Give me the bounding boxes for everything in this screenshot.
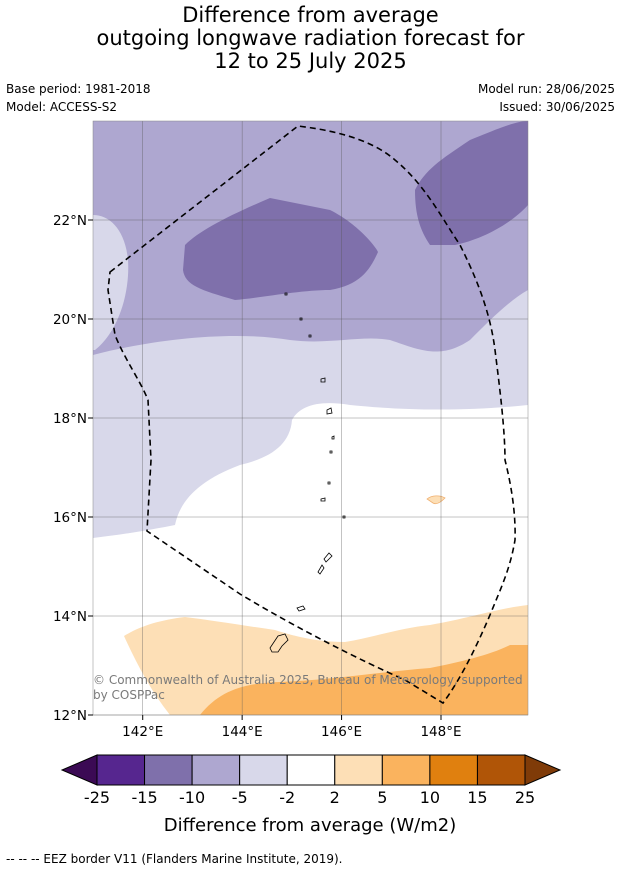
- colorbar-tick-label: 25: [515, 788, 535, 807]
- y-tick-label: 16°N: [53, 510, 87, 526]
- x-tick-label: 148°E: [420, 724, 461, 740]
- colorbar-segment: [476, 754, 526, 786]
- model-name: Model: ACCESS-S2: [6, 100, 118, 114]
- island-tinian: [317, 564, 325, 575]
- colorbar-tick-label: 5: [377, 788, 387, 807]
- chart-title-line-1: Difference from average: [182, 3, 439, 27]
- chart-title: Difference from average outgoing longwav…: [0, 4, 621, 73]
- chart-title-line-2: outgoing longwave radiation forecast for: [96, 26, 525, 50]
- island-saipan: [323, 552, 333, 563]
- y-tick-label: 18°N: [53, 411, 87, 427]
- colorbar-segment: [239, 754, 288, 786]
- island-guguan: [327, 481, 331, 485]
- colorbar-label: Difference from average (W/m2): [164, 815, 456, 836]
- colorbar-tick-label: -5: [232, 788, 248, 807]
- island-anatahan: [320, 497, 326, 502]
- colorbar-tick-label: -2: [279, 788, 295, 807]
- meta-left: Base period: 1981-2018 Model: ACCESS-S2: [6, 80, 151, 116]
- colorbar-segment: [144, 754, 193, 786]
- footer-note: -- -- -- EEZ border V11 (Flanders Marine…: [6, 852, 343, 866]
- field-plus2-plus5-patch: [426, 495, 446, 505]
- x-tick-label: 142°E: [122, 724, 163, 740]
- island-guam: [269, 633, 289, 653]
- chart-title-line-3: 12 to 25 July 2025: [214, 49, 407, 73]
- island-rota: [296, 605, 306, 612]
- colorbar-tick-label: 10: [420, 788, 440, 807]
- island-asuncion: [320, 377, 326, 383]
- island-alamagan: [329, 450, 333, 454]
- island-agrihan: [326, 407, 333, 415]
- colorbar-tick-label: 2: [330, 788, 340, 807]
- copyright-line-2: by COSPPac: [93, 688, 165, 702]
- y-tick-label: 20°N: [53, 312, 87, 328]
- colorbar-tick-label: -10: [179, 788, 205, 807]
- colorbar-extend-high: [524, 754, 562, 786]
- field-minus15-minus10-east: [415, 121, 528, 245]
- island-maug: [299, 317, 303, 321]
- island-north: [284, 292, 288, 296]
- eez-border: [107, 125, 516, 705]
- meta-right: Model run: 28/06/2025 Issued: 30/06/2025: [478, 80, 615, 116]
- model-run: Model run: 28/06/2025: [477, 82, 615, 96]
- issued-date: Issued: 30/06/2025: [499, 100, 615, 114]
- copyright-line-1: © Commonwealth of Australia 2025, Bureau…: [93, 673, 523, 687]
- field-minus5-minus2-west: [93, 215, 129, 350]
- y-tick-label: 14°N: [53, 609, 87, 625]
- islands: [269, 292, 346, 653]
- field-minus15-minus10-west: [183, 198, 378, 300]
- base-period: Base period: 1981-2018: [6, 82, 151, 96]
- island-uracas: [308, 334, 312, 338]
- colorbar-segment: [334, 754, 383, 786]
- y-tick-label: 12°N: [53, 708, 87, 724]
- y-axis-ticks: 22°N 20°N 18°N 16°N 14°N 12°N: [53, 213, 93, 724]
- colorbar-tick-label: -25: [84, 788, 110, 807]
- colorbar-tick-label: -15: [131, 788, 157, 807]
- x-tick-label: 144°E: [222, 724, 263, 740]
- colorbar-segment: [429, 754, 478, 786]
- colorbar: -25 -15 -10 -5 -2 2 5 10 15 25: [60, 754, 562, 807]
- colorbar-segment: [381, 754, 431, 786]
- island-pagan: [331, 435, 335, 440]
- x-axis-ticks: 142°E 144°E 146°E 148°E: [122, 715, 462, 740]
- colorbar-segment: [191, 754, 241, 786]
- colorbar-segment: [96, 754, 146, 786]
- x-tick-label: 146°E: [321, 724, 362, 740]
- y-tick-label: 22°N: [53, 213, 87, 229]
- copyright-note: © Commonwealth of Australia 2025, Bureau…: [93, 673, 523, 702]
- colorbar-segment: [286, 754, 336, 786]
- colorbar-extend-low: [60, 754, 98, 786]
- colorbar-tick-label: 15: [467, 788, 487, 807]
- island-farallon: [342, 515, 346, 519]
